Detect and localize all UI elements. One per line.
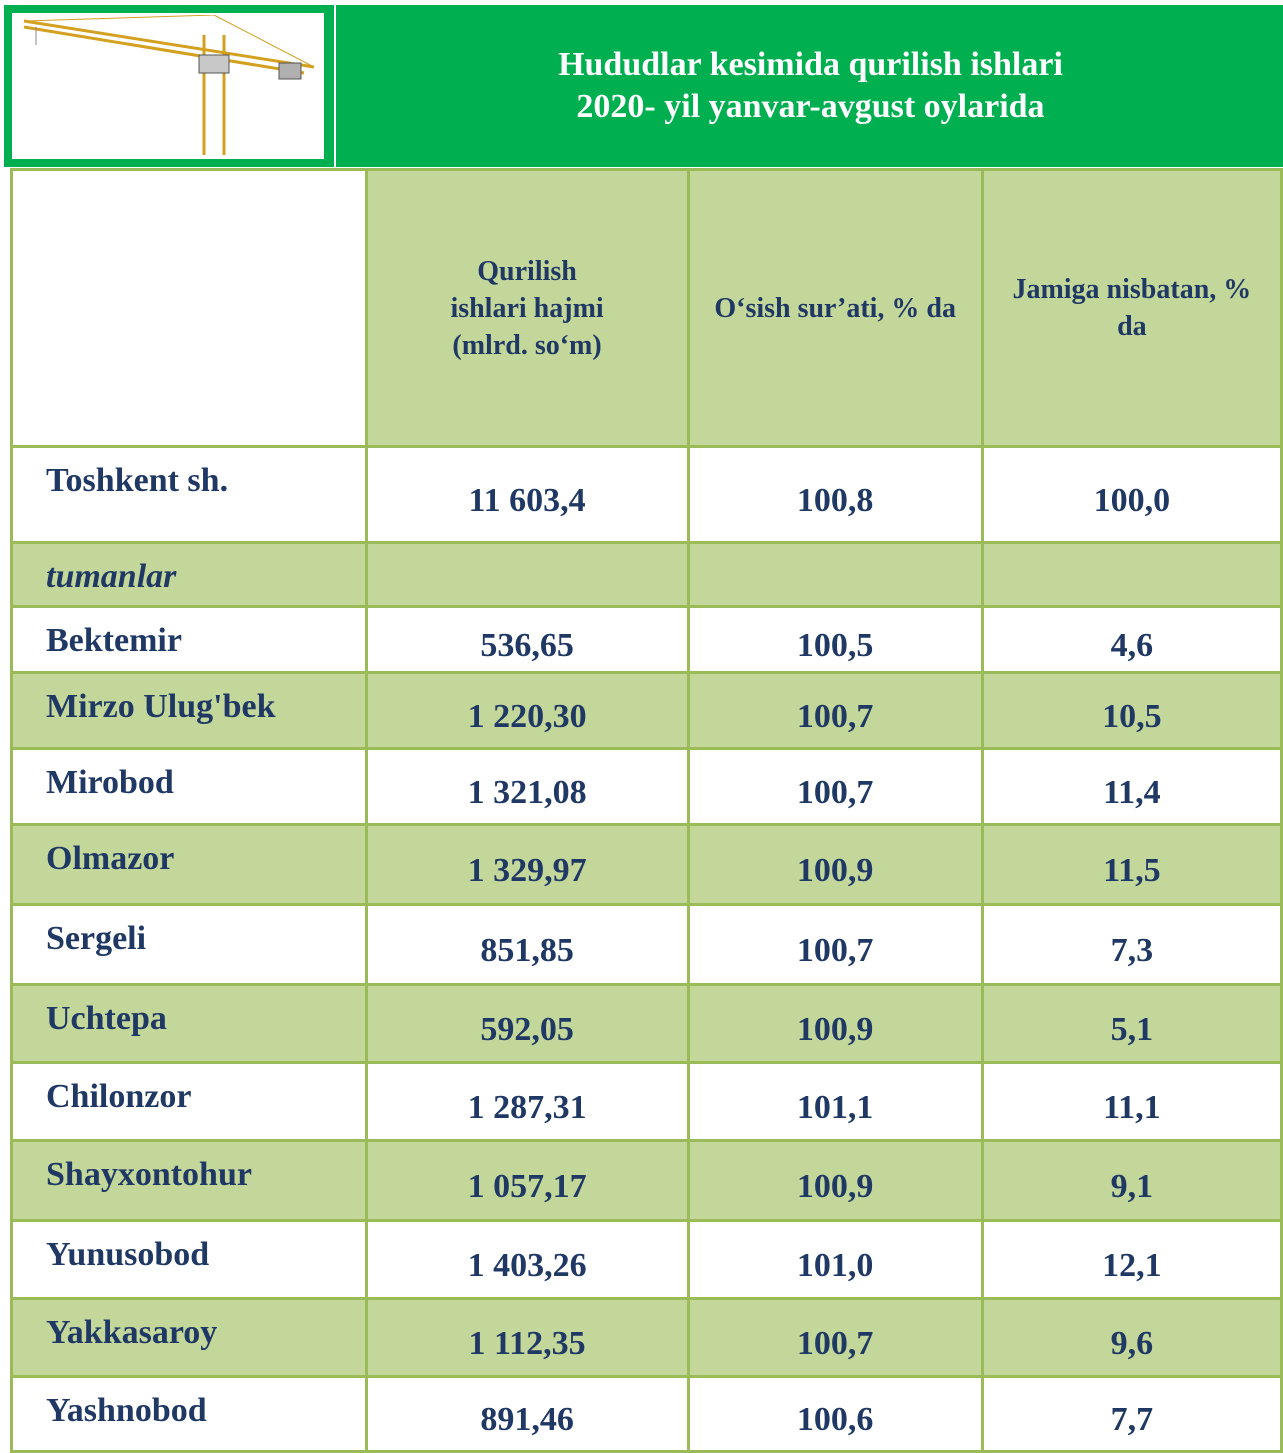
header-row: Qurilish ishlari hajmi (mlrd. so‘m) O‘sis… — [10, 168, 1283, 448]
column-header: O‘sish sur’ati, % da — [714, 292, 956, 324]
row-label: Yunusobod — [10, 1219, 368, 1300]
cell: 10,5 — [980, 671, 1283, 750]
row-label: Mirobod — [10, 747, 368, 826]
table-row: tumanlar — [10, 541, 1283, 608]
table-row: Sergeli 851,85 100,7 7,3 — [10, 903, 1283, 986]
cell: 100,9 — [686, 1139, 984, 1222]
cell: 1 112,35 — [364, 1297, 690, 1378]
header-cell: O‘sish sur’ati, % da — [686, 168, 984, 448]
data-table: Qurilish ishlari hajmi (mlrd. so‘m) O‘sis… — [10, 168, 1283, 1453]
row-label: Yashnobod — [10, 1375, 368, 1453]
cell: 1 220,30 — [364, 671, 690, 750]
table-row: Yakkasaroy 1 112,35 100,7 9,6 — [10, 1297, 1283, 1378]
row-label: Sergeli — [10, 903, 368, 986]
cell: 100,9 — [686, 983, 984, 1064]
row-label: Yakkasaroy — [10, 1297, 368, 1378]
cell: 100,0 — [980, 445, 1283, 544]
cell: 100,5 — [686, 605, 984, 674]
row-label: tumanlar — [10, 541, 368, 608]
table-row: Yashnobod 891,46 100,6 7,7 — [10, 1375, 1283, 1453]
cell: 11,1 — [980, 1061, 1283, 1142]
cell: 891,46 — [364, 1375, 690, 1453]
row-label: Uchtepa — [10, 983, 368, 1064]
cell: 851,85 — [364, 903, 690, 986]
cell: 100,7 — [686, 747, 984, 826]
cell: 592,05 — [364, 983, 690, 1064]
row-label: Toshkent sh. — [10, 445, 368, 544]
crane-drawing — [23, 14, 315, 155]
cell: 7,3 — [980, 903, 1283, 986]
row-label: Shayxontohur — [10, 1139, 368, 1222]
cell — [364, 541, 690, 608]
cell: 1 321,08 — [364, 747, 690, 826]
cell: 1 057,17 — [364, 1139, 690, 1222]
row-label: Bektemir — [10, 605, 368, 674]
cell: 1 287,31 — [364, 1061, 690, 1142]
table-row: Shayxontohur 1 057,17 100,9 9,1 — [10, 1139, 1283, 1222]
row-label: Olmazor — [10, 823, 368, 906]
header-cell — [10, 168, 368, 448]
cell — [980, 541, 1283, 608]
cell: 9,6 — [980, 1297, 1283, 1378]
header-cell: Jamiga nisbatan, % da — [980, 168, 1283, 448]
column-header: Jamiga nisbatan, % da — [1012, 274, 1252, 342]
cell — [686, 541, 984, 608]
cell: 9,1 — [980, 1139, 1283, 1222]
table-row: Mirzo Ulug'bek 1 220,30 100,7 10,5 — [10, 671, 1283, 750]
cell: 12,1 — [980, 1219, 1283, 1300]
row-label: Mirzo Ulug'bek — [10, 671, 368, 750]
header-cell: Qurilish ishlari hajmi (mlrd. so‘m) — [364, 168, 690, 448]
cell: 11 603,4 — [364, 445, 690, 544]
cell: 5,1 — [980, 983, 1283, 1064]
row-label: Chilonzor — [10, 1061, 368, 1142]
title: Hududlar kesimida qurilish ishlari 2020-… — [334, 5, 1283, 167]
table-row: Toshkent sh. 11 603,4 100,8 100,0 — [10, 445, 1283, 544]
column-header: Qurilish ishlari hajmi (mlrd. so‘m) — [450, 255, 604, 361]
table-row: Yunusobod 1 403,26 101,0 12,1 — [10, 1219, 1283, 1300]
cell: 1 403,26 — [364, 1219, 690, 1300]
table-row: Uchtepa 592,05 100,9 5,1 — [10, 983, 1283, 1064]
cell: 11,5 — [980, 823, 1283, 906]
cell: 7,7 — [980, 1375, 1283, 1453]
cell: 100,6 — [686, 1375, 984, 1453]
cell: 11,4 — [980, 747, 1283, 826]
cell: 100,7 — [686, 903, 984, 986]
cell: 101,0 — [686, 1219, 984, 1300]
cell: 100,8 — [686, 445, 984, 544]
header-banner: Hududlar kesimida qurilish ishlari 2020-… — [4, 5, 1283, 167]
table-row: Olmazor 1 329,97 100,9 11,5 — [10, 823, 1283, 906]
title-line: 2020- yil yanvar-avgust oylarida — [576, 88, 1045, 125]
title-line: Hududlar kesimida qurilish ishlari — [558, 46, 1063, 83]
table-row: Mirobod 1 321,08 100,7 11,4 — [10, 747, 1283, 826]
cell: 536,65 — [364, 605, 690, 674]
table-row: Chilonzor 1 287,31 101,1 11,1 — [10, 1061, 1283, 1142]
cell: 4,6 — [980, 605, 1283, 674]
crane-image — [10, 11, 326, 161]
cell: 100,7 — [686, 671, 984, 750]
cell: 1 329,97 — [364, 823, 690, 906]
table-row: Bektemir 536,65 100,5 4,6 — [10, 605, 1283, 674]
cell: 101,1 — [686, 1061, 984, 1142]
cell: 100,7 — [686, 1297, 984, 1378]
cell: 100,9 — [686, 823, 984, 906]
